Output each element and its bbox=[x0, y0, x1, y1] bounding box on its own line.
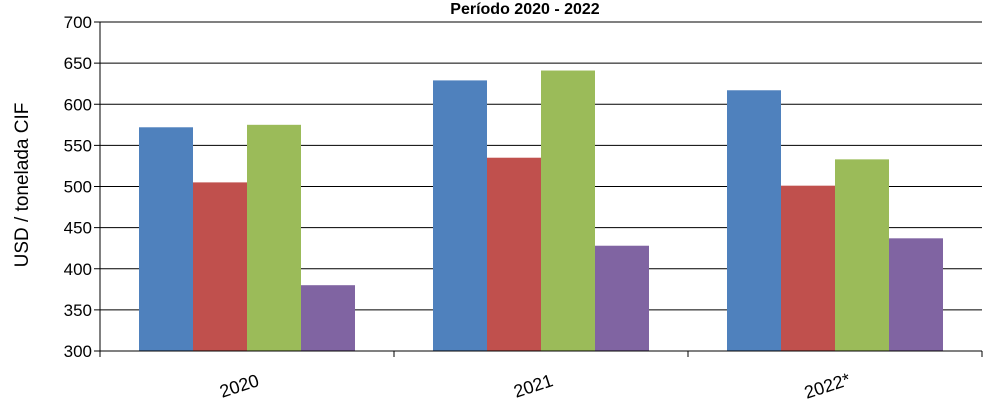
bar-2020-series-4 bbox=[301, 285, 355, 351]
y-tick-label: 700 bbox=[64, 13, 92, 32]
bar-2021-series-2 bbox=[487, 157, 541, 351]
bar-2021-series-1 bbox=[433, 80, 487, 352]
chart-title: Período 2020 - 2022 bbox=[450, 1, 600, 18]
y-tick-label: 450 bbox=[64, 219, 92, 238]
y-tick-label: 350 bbox=[64, 301, 92, 320]
bar-2022-series-4 bbox=[889, 238, 943, 351]
y-tick-label: 300 bbox=[64, 342, 92, 361]
bar-2022-series-3 bbox=[835, 159, 889, 351]
y-axis-label: USD / tonelada CIF bbox=[12, 103, 33, 268]
bar-2020-series-3 bbox=[247, 124, 301, 351]
bars bbox=[139, 70, 943, 352]
bar-2020-series-1 bbox=[139, 127, 193, 351]
bar-2021-series-3 bbox=[541, 70, 595, 351]
bar-2020-series-2 bbox=[193, 182, 247, 351]
bar-2022-series-1 bbox=[727, 90, 781, 351]
x-tick-label: 2021 bbox=[511, 370, 555, 401]
x-tick-labels: 2020 2021 2022* bbox=[217, 369, 853, 403]
y-tick-labels: 300 350 400 450 500 550 600 650 700 bbox=[64, 13, 92, 361]
bar-2021-series-4 bbox=[595, 245, 649, 351]
bar-2022-series-2 bbox=[781, 185, 835, 351]
y-tick-label: 600 bbox=[64, 95, 92, 114]
y-tick-label: 550 bbox=[64, 136, 92, 155]
x-tick-label: 2020 bbox=[217, 370, 261, 401]
y-tick-label: 650 bbox=[64, 54, 92, 73]
y-tick-label: 500 bbox=[64, 178, 92, 197]
x-tick-label: 2022* bbox=[802, 369, 853, 403]
axes bbox=[94, 21, 983, 357]
y-tick-label: 400 bbox=[64, 260, 92, 279]
